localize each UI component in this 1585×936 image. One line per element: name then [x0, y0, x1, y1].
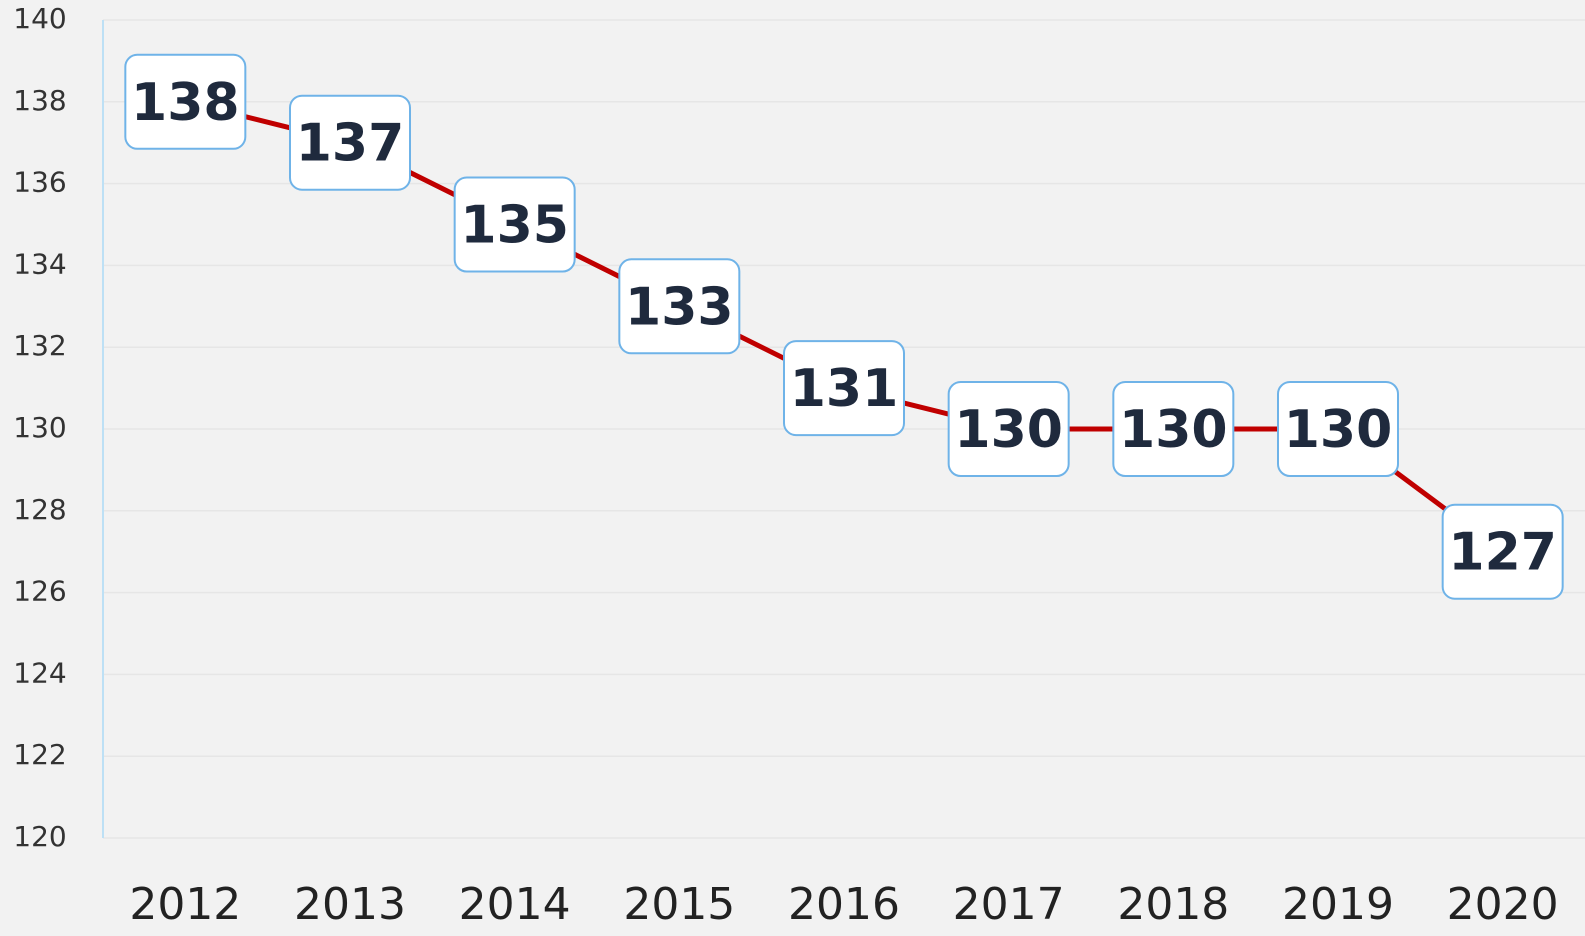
- y-tick-label: 134: [13, 247, 66, 280]
- y-tick-label: 138: [13, 84, 66, 117]
- data-label-box: [453, 176, 576, 273]
- x-tick-label: 2013: [294, 879, 406, 930]
- data-label-box: [947, 381, 1070, 477]
- y-tick-label: 130: [13, 411, 66, 444]
- x-tick-label: 2020: [1447, 879, 1559, 930]
- data-label-box: [1441, 503, 1564, 600]
- y-tick-label: 128: [13, 493, 66, 526]
- data-label: 130: [1119, 400, 1228, 460]
- data-label-box: [783, 340, 905, 437]
- y-tick-label: 122: [13, 738, 66, 771]
- data-label: 133: [625, 277, 734, 337]
- y-tick-label: 120: [13, 820, 66, 853]
- x-tick-label: 2014: [459, 879, 571, 930]
- y-tick-label: 124: [13, 656, 66, 689]
- data-label-box: [1277, 381, 1399, 477]
- data-label-box: [618, 258, 741, 355]
- y-tick-label: 136: [13, 166, 66, 199]
- y-tick-label: 132: [13, 329, 66, 362]
- y-tick-label: 140: [13, 2, 66, 35]
- x-tick-label: 2017: [953, 879, 1065, 930]
- data-label: 137: [296, 114, 405, 174]
- data-label-box: [289, 94, 411, 191]
- x-tick-label: 2015: [623, 879, 735, 930]
- x-tick-label: 2012: [129, 879, 241, 930]
- data-label: 138: [131, 73, 240, 133]
- data-label: 127: [1448, 523, 1557, 583]
- x-tick-label: 2016: [788, 879, 900, 930]
- data-label: 130: [954, 400, 1063, 460]
- data-label-box: [124, 53, 247, 150]
- data-label: 131: [790, 359, 899, 419]
- x-tick-label: 2019: [1282, 879, 1394, 930]
- x-tick-label: 2018: [1117, 879, 1229, 930]
- data-label-box: [1112, 381, 1235, 477]
- data-label: 130: [1284, 400, 1393, 460]
- y-tick-label: 126: [13, 575, 66, 608]
- data-label: 135: [460, 196, 569, 256]
